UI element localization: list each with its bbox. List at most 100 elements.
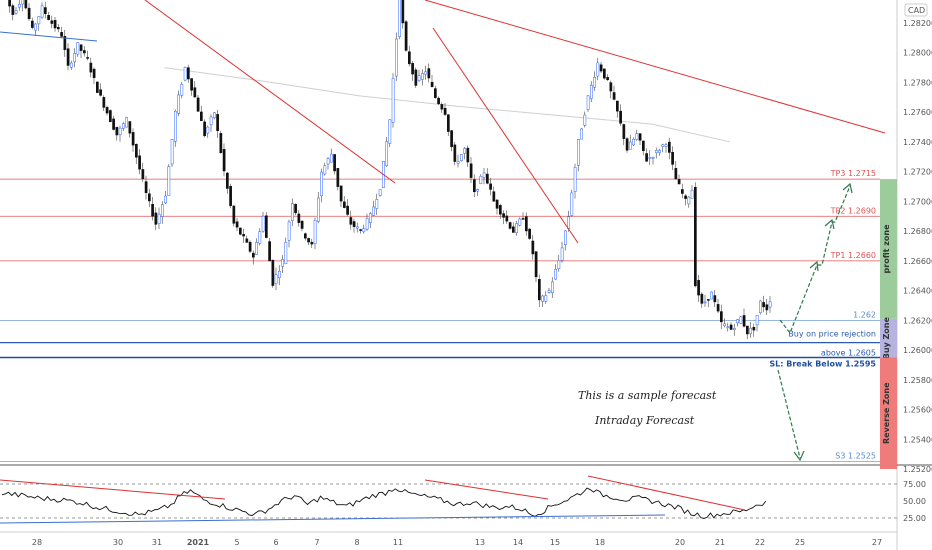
candle-body — [154, 212, 158, 225]
zone-label: profit zone — [882, 224, 891, 274]
candle-body — [339, 185, 343, 202]
candle-body — [427, 68, 431, 79]
candle-body — [716, 304, 720, 312]
forecast-path-up — [779, 185, 851, 335]
candle-body — [460, 154, 463, 162]
candle-body — [521, 218, 525, 220]
candle-body — [8, 0, 11, 7]
candle-body — [190, 78, 193, 91]
candle-body — [645, 153, 648, 162]
rsi-tick-label: 25.00 — [903, 514, 926, 523]
candle-body — [733, 327, 736, 330]
candle-body — [466, 147, 470, 163]
candle-body — [723, 323, 726, 326]
candle-body — [729, 324, 733, 330]
candle-body — [625, 138, 629, 151]
candle-body — [664, 144, 668, 147]
candle-body — [388, 119, 392, 144]
candle-body — [326, 158, 330, 165]
candle-body — [200, 111, 203, 122]
x-tick-label: 15 — [550, 538, 560, 547]
annotation-intraday: Intraday Forecast — [594, 414, 695, 427]
candle-body — [252, 252, 255, 258]
candle-body — [209, 116, 213, 126]
candle-body — [612, 92, 616, 100]
trendlines — [0, 0, 886, 244]
candle-body — [421, 73, 424, 80]
candle-body — [768, 301, 772, 308]
candle-body — [707, 299, 710, 301]
candle-body — [632, 138, 635, 146]
price-pane — [0, 0, 897, 465]
candle-body — [726, 326, 730, 329]
candle-body — [648, 157, 652, 159]
candle-body — [495, 199, 499, 209]
candle-body — [762, 302, 765, 308]
candle-body — [742, 315, 746, 327]
candle-body — [424, 71, 427, 75]
candle-body — [551, 281, 554, 293]
y-tick-label: 1.27400 — [903, 138, 932, 147]
candle-body — [593, 76, 596, 88]
rsi-tick-label: 50.00 — [903, 497, 926, 506]
candle-body — [395, 38, 398, 77]
candle-body — [450, 130, 453, 148]
candle-body — [544, 295, 548, 302]
level-label: S3 1.2525 — [835, 452, 876, 461]
candle-body — [586, 95, 590, 110]
candle-body — [135, 143, 138, 158]
candle-body — [603, 68, 606, 79]
candle-body — [580, 128, 583, 140]
candle-body — [164, 195, 167, 204]
candle-body — [599, 64, 603, 72]
candle-body — [434, 88, 437, 98]
candle-body — [222, 149, 226, 172]
candle-body — [34, 23, 37, 31]
candle-body — [661, 144, 665, 147]
candle-body — [144, 181, 148, 194]
rsi-trendline-2 — [424, 479, 549, 500]
arrowhead-s3 — [793, 450, 805, 462]
candle-body — [352, 221, 356, 227]
candle-body — [534, 251, 538, 278]
candle-body — [759, 300, 762, 313]
trendline-3 — [432, 27, 579, 244]
candle-body — [596, 62, 600, 77]
candle-body — [655, 150, 658, 153]
y-tick-label: 1.26000 — [903, 346, 932, 355]
candle-body — [476, 189, 479, 192]
candle-body — [346, 205, 349, 215]
candle-body — [213, 112, 216, 119]
candle-body — [294, 204, 297, 214]
candle-body — [157, 213, 161, 224]
y-tick-label: 1.27000 — [903, 197, 932, 206]
moving-average-line — [164, 67, 731, 143]
candle-body — [362, 228, 366, 233]
candle-body — [694, 186, 697, 287]
y-tick-label: 1.28000 — [903, 49, 932, 58]
candle-body — [385, 141, 388, 167]
candle-body — [456, 161, 460, 164]
candle-body — [76, 42, 80, 55]
candle-body — [528, 228, 531, 239]
candle-body — [570, 192, 574, 216]
candle-body — [616, 100, 619, 112]
candle-body — [590, 84, 593, 99]
candle-body — [180, 84, 184, 96]
candle-body — [187, 67, 190, 80]
candle-body — [765, 304, 769, 311]
candle-body — [333, 154, 336, 172]
candle-body — [268, 241, 271, 262]
candle-body — [47, 15, 50, 20]
candle-body — [560, 247, 564, 261]
candle-body — [261, 215, 265, 232]
x-tick-label: 6 — [273, 538, 278, 547]
level-label: TP2 1.2690 — [830, 206, 876, 215]
candle-body — [554, 269, 557, 280]
candle-body — [323, 165, 327, 175]
y-tick-label: 1.26200 — [903, 316, 932, 325]
candle-body — [629, 141, 632, 150]
candle-body — [700, 293, 704, 304]
candle-body — [541, 295, 544, 302]
